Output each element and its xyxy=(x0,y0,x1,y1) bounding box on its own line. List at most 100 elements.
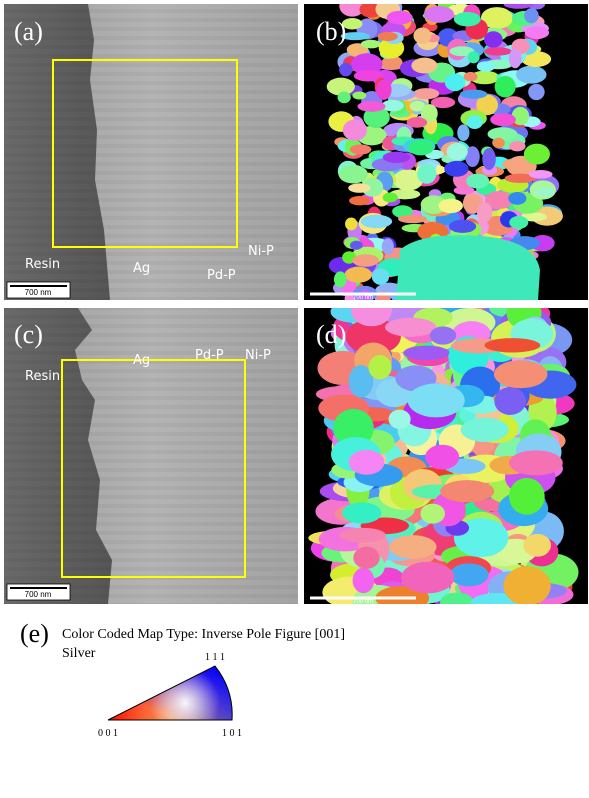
grain xyxy=(349,240,363,250)
ipf-shading xyxy=(108,666,233,720)
ipf-outline xyxy=(107,665,233,721)
grain xyxy=(490,113,516,127)
grain xyxy=(528,83,545,101)
grain xyxy=(342,502,382,524)
grain xyxy=(521,51,552,67)
grain xyxy=(460,417,509,442)
grain xyxy=(535,187,555,198)
grain xyxy=(528,170,553,179)
grain xyxy=(523,533,552,557)
grain xyxy=(420,503,445,524)
roi-box xyxy=(52,59,238,248)
grain xyxy=(493,360,548,389)
annotation: Pd-P xyxy=(207,268,236,283)
grain xyxy=(484,31,503,48)
grain xyxy=(377,31,398,42)
grain xyxy=(430,96,456,109)
grain xyxy=(337,91,351,104)
grain xyxy=(438,198,463,214)
grain xyxy=(457,124,470,142)
panel-label: (b) xyxy=(316,17,346,46)
grain xyxy=(406,117,428,128)
grain xyxy=(353,546,380,569)
grain xyxy=(348,449,385,475)
grain xyxy=(476,94,498,116)
grain xyxy=(467,51,480,64)
panel-label: (d) xyxy=(316,320,346,349)
grain xyxy=(326,77,355,96)
panel-c: (c) Resin Ag Pd-P Ni-P 700 nm xyxy=(4,308,298,604)
grain xyxy=(371,268,390,285)
grain xyxy=(444,73,466,92)
grain xyxy=(360,214,393,229)
grain xyxy=(392,205,413,218)
grain xyxy=(480,7,513,30)
annotation: Ag xyxy=(133,353,150,368)
grain xyxy=(449,46,475,57)
grain xyxy=(524,26,550,40)
grain xyxy=(494,75,516,98)
panel-label: (c) xyxy=(14,320,43,349)
grain xyxy=(509,140,526,152)
grain xyxy=(348,183,371,193)
grain xyxy=(398,214,428,224)
scale-bar-label: 700 nm xyxy=(25,590,52,599)
grain xyxy=(413,27,432,44)
panel-e: (e) Color Coded Map Type: Inverse Pole F… xyxy=(20,619,345,739)
grain xyxy=(463,71,478,82)
grain xyxy=(484,338,541,353)
grain xyxy=(353,70,383,82)
grain xyxy=(413,88,440,100)
annotation: Ni-P xyxy=(245,348,271,363)
grain xyxy=(339,527,386,543)
texture xyxy=(4,308,298,604)
grain xyxy=(483,47,513,56)
roi-box xyxy=(61,359,246,578)
grains xyxy=(326,4,563,300)
grain xyxy=(503,566,551,604)
grain xyxy=(352,567,375,594)
grain xyxy=(351,308,392,327)
annotation: Resin xyxy=(25,257,60,272)
grain xyxy=(382,151,411,163)
grain xyxy=(508,191,527,205)
grain xyxy=(444,160,469,177)
grain xyxy=(524,8,539,24)
grain xyxy=(466,115,483,129)
grain xyxy=(449,563,489,587)
grain xyxy=(407,383,465,418)
grain xyxy=(389,535,437,559)
grain xyxy=(408,139,434,156)
grain xyxy=(381,99,404,112)
grain xyxy=(440,592,474,604)
grain xyxy=(338,164,368,184)
grain xyxy=(476,202,493,223)
grain xyxy=(420,104,438,123)
grain xyxy=(411,57,438,74)
grain xyxy=(388,409,411,429)
grain xyxy=(509,215,529,229)
annotation: Pd-P xyxy=(195,348,224,363)
grain xyxy=(333,408,374,448)
grain xyxy=(511,106,530,126)
grain xyxy=(342,119,368,141)
grain xyxy=(344,266,373,283)
grain xyxy=(381,55,403,70)
grain xyxy=(403,345,450,361)
panel-a: (a) Resin Ag Pd-P Ni-P 700 nm xyxy=(4,4,298,300)
grain xyxy=(368,355,392,380)
corner-label: 0 0 1 xyxy=(98,728,118,739)
grain xyxy=(494,387,527,415)
panel-b: (b) 700 nm xyxy=(304,4,588,301)
grain xyxy=(446,142,468,161)
grain xyxy=(423,5,455,23)
grain xyxy=(448,219,477,233)
grain xyxy=(516,65,547,84)
grain xyxy=(385,317,437,337)
grain xyxy=(469,70,500,85)
grain xyxy=(349,144,372,155)
grain xyxy=(523,143,550,165)
grain xyxy=(466,173,490,189)
corner-label: 1 0 1 xyxy=(222,728,242,739)
grain xyxy=(357,100,386,112)
